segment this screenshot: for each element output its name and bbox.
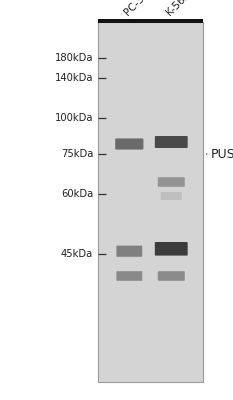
Text: PC-3: PC-3 [122, 0, 146, 17]
FancyBboxPatch shape [98, 19, 203, 23]
FancyBboxPatch shape [98, 22, 203, 382]
Text: 75kDa: 75kDa [61, 149, 93, 159]
FancyBboxPatch shape [158, 271, 185, 281]
Text: 60kDa: 60kDa [61, 189, 93, 199]
FancyBboxPatch shape [115, 138, 144, 150]
Text: 100kDa: 100kDa [55, 113, 93, 123]
FancyBboxPatch shape [116, 246, 142, 257]
FancyBboxPatch shape [161, 192, 182, 200]
Text: PUS7L: PUS7L [211, 148, 233, 160]
Text: 180kDa: 180kDa [55, 53, 93, 63]
Text: 140kDa: 140kDa [55, 73, 93, 83]
FancyBboxPatch shape [116, 271, 142, 281]
FancyBboxPatch shape [158, 177, 185, 187]
Text: K-562: K-562 [164, 0, 192, 17]
FancyBboxPatch shape [155, 242, 188, 256]
Text: 45kDa: 45kDa [61, 249, 93, 259]
FancyBboxPatch shape [155, 136, 188, 148]
